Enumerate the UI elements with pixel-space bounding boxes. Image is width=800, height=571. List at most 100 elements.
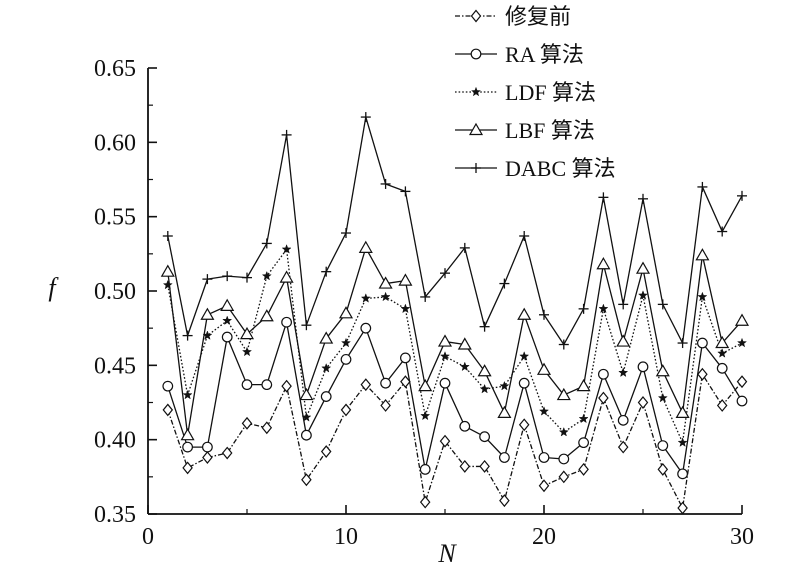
- data-point: [457, 337, 472, 350]
- x-axis-label: N: [437, 539, 457, 568]
- series-line: [167, 321, 743, 475]
- data-point: [538, 479, 550, 493]
- data-point: [617, 414, 629, 426]
- data-point: [162, 403, 174, 417]
- series-line: [167, 116, 743, 346]
- data-point: [518, 377, 530, 389]
- y-axis-label: f: [48, 273, 59, 302]
- data-point: [221, 446, 233, 460]
- data-point: [517, 307, 532, 320]
- data-point: [539, 309, 549, 320]
- data-point: [261, 379, 273, 391]
- data-point: [440, 268, 450, 279]
- data-point: [222, 315, 233, 326]
- data-point: [578, 462, 589, 476]
- plot-area: [160, 112, 750, 515]
- data-point: [598, 368, 609, 380]
- data-point: [734, 313, 750, 326]
- data-point: [380, 399, 391, 412]
- data-point: [420, 291, 431, 302]
- data-point: [400, 186, 411, 197]
- y-tick-label: 0.65: [94, 56, 136, 82]
- data-point: [638, 193, 648, 204]
- data-point: [221, 331, 233, 343]
- legend-label: RA 算法: [505, 42, 584, 67]
- legend-marker: [468, 122, 484, 136]
- data-point: [519, 351, 530, 361]
- data-point: [180, 427, 195, 441]
- data-point: [618, 299, 629, 310]
- data-point: [279, 270, 294, 283]
- data-point: [578, 413, 589, 424]
- data-point: [418, 378, 433, 392]
- legend-item: LBF 算法: [455, 118, 595, 143]
- data-point: [736, 375, 748, 389]
- data-point: [242, 272, 252, 283]
- data-point: [400, 375, 411, 389]
- data-point: [321, 362, 332, 373]
- data-point: [220, 298, 235, 311]
- data-point: [617, 440, 629, 454]
- data-point: [182, 330, 193, 341]
- data-point: [340, 337, 352, 348]
- data-point: [558, 426, 569, 437]
- data-point: [341, 228, 351, 239]
- y-tick-label: 0.45: [94, 353, 136, 379]
- data-point: [578, 303, 589, 314]
- data-point: [241, 379, 253, 391]
- legend-marker: [470, 48, 482, 60]
- data-point: [340, 353, 352, 365]
- data-point: [479, 459, 490, 473]
- data-point: [655, 364, 670, 377]
- data-point: [657, 392, 668, 403]
- data-point: [299, 387, 314, 401]
- x-tick-label: 0: [142, 524, 154, 550]
- data-point: [380, 178, 391, 189]
- data-point: [398, 273, 413, 286]
- data-point: [479, 321, 490, 332]
- y-tick-label: 0.35: [94, 502, 136, 528]
- data-point: [677, 468, 688, 480]
- data-point: [201, 441, 213, 453]
- y-tick-label: 0.60: [94, 130, 136, 156]
- data-point: [737, 190, 747, 201]
- data-point: [596, 257, 611, 270]
- data-point: [378, 276, 393, 289]
- data-point: [477, 364, 492, 377]
- series-line: [167, 373, 743, 509]
- data-point: [499, 380, 510, 391]
- data-point: [497, 405, 512, 419]
- x-axis-ticks: 0 10 20 30: [142, 505, 754, 550]
- data-point: [637, 290, 649, 300]
- data-point: [536, 362, 552, 375]
- data-point: [598, 192, 609, 203]
- data-point: [439, 434, 451, 448]
- data-point: [160, 264, 175, 277]
- data-point: [598, 391, 609, 405]
- data-point: [437, 334, 453, 347]
- legend: 修复前 RA 算法 LDF 算法 LBF 算法 DABC 算法: [455, 4, 616, 181]
- data-point: [182, 441, 194, 453]
- data-point: [380, 291, 391, 302]
- data-point: [400, 352, 411, 364]
- y-tick-label: 0.50: [94, 279, 136, 305]
- data-point: [202, 451, 213, 464]
- data-point: [241, 416, 253, 430]
- data-point: [321, 266, 332, 277]
- data-point: [439, 377, 451, 389]
- data-point: [162, 279, 173, 290]
- data-point: [518, 418, 530, 432]
- data-point: [499, 494, 510, 508]
- data-point: [340, 403, 352, 417]
- data-point: [182, 389, 193, 400]
- data-point: [259, 309, 274, 322]
- data-point: [479, 383, 490, 394]
- data-point: [241, 346, 253, 357]
- data-point: [499, 278, 510, 289]
- data-point: [301, 412, 312, 422]
- data-point: [697, 367, 708, 381]
- data-point: [558, 470, 570, 484]
- x-tick-label: 20: [532, 524, 556, 550]
- data-point: [657, 299, 668, 310]
